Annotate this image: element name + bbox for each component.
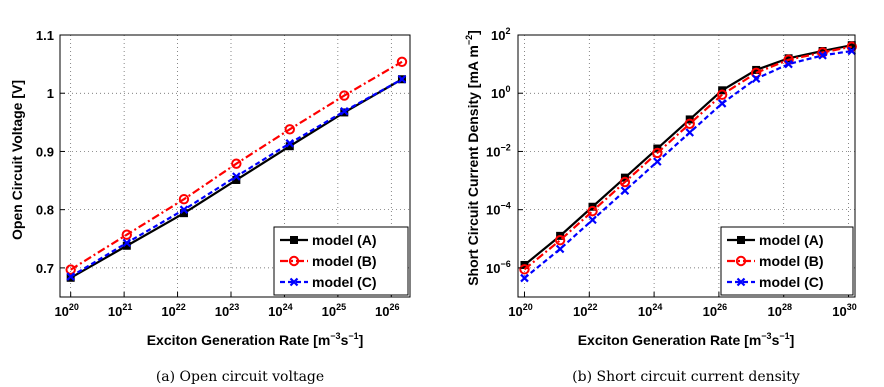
panel-b-data-point: [555, 244, 565, 254]
panel-a-x-tick-label: 1025: [322, 302, 346, 319]
panel-b-data-point: [619, 176, 631, 188]
panel-a-y-tick-label: 1.1: [36, 28, 54, 43]
panel-b-y-tick-label: 100: [491, 84, 510, 101]
panel-a-ticks: 1020 1021 1022 1023 1024 1025 1026 0.7 0.8 0.9 1 1.…: [36, 28, 400, 319]
panel-b-y-tick-label: 10−6: [486, 259, 511, 276]
panel-a-legend-label: model (B): [312, 253, 377, 269]
panel-a-data-point: [66, 272, 75, 281]
panel-b-y-axis-label: Short Circuit Current Density [mA m−2]: [464, 30, 481, 286]
panel-a-data-point: [232, 172, 241, 181]
panel-a-legend: model (A) model (B) model (C): [273, 226, 409, 296]
panel-a-caption: (a) Open circuit voltage: [156, 369, 324, 385]
panel-b-x-tick-label: 1026: [703, 302, 727, 319]
panel-a-x-tick-label: 1024: [268, 302, 292, 319]
panel-b-x-tick-label: 1020: [508, 302, 532, 319]
panel-b-data-point: [784, 59, 793, 69]
panel-b-data-point: [750, 67, 762, 79]
panel-a-data-point: [121, 229, 132, 240]
panel-a-x-tick-label: 1022: [161, 302, 185, 319]
panel-a-legend-marker: [289, 277, 299, 287]
panel-b-y-tick-label: 10−4: [486, 201, 511, 218]
panel-a-data-point: [285, 139, 295, 148]
panel-b-data-point: [588, 215, 597, 225]
panel-a-y-axis-label: Open Circuit Voltage [V]: [9, 80, 25, 240]
panel-b-legend-label: model (B): [759, 253, 824, 269]
panel-b-x-tick-label: 1030: [832, 302, 856, 319]
panel-b-ticks: 1020 1022 1024 1026 1028 1030 10−6 10−4 10−2 100 1…: [486, 26, 857, 319]
panel-a-data-point: [339, 90, 350, 101]
panel-b-x-tick-label: 1028: [767, 302, 791, 319]
panel-a-data-point: [178, 193, 190, 205]
panel-b-data-point: [519, 264, 530, 275]
panel-a-data-point: [122, 238, 132, 248]
panel-b-data-point: [847, 46, 857, 56]
panel-a-y-tick-label: 1: [47, 86, 54, 101]
panel-a-series: [65, 56, 408, 282]
panel-b-data-point: [653, 157, 662, 166]
panel-a-data-point: [397, 74, 407, 84]
panel-b-data-point: [685, 128, 695, 137]
panel-b-data-point: [652, 147, 663, 159]
panel-b-series-line-1: [523, 45, 852, 271]
panel-b-data-point: [554, 235, 566, 246]
panel-a-data-point: [231, 158, 242, 169]
panel-a-x-tick-label: 1020: [54, 302, 78, 319]
panel-b-data-point: [520, 273, 529, 283]
panel-a-data-point: [284, 124, 295, 135]
panel-b-x-axis-label: Exciton Generation Rate [m−3s−1]: [578, 331, 795, 348]
panel-a-data-point: [65, 264, 76, 275]
panel-b-axes-frame: [517, 34, 856, 298]
panel-b-x-tick-label: 1022: [573, 302, 597, 319]
panel-b-y-tick-label: 102: [491, 26, 510, 43]
panel-b-y-tick-label: 10−2: [486, 142, 511, 159]
panel-a-x-tick-label: 1026: [375, 302, 399, 319]
panel-a-data-point: [396, 56, 408, 67]
panel-b-data-point: [587, 205, 598, 217]
panel-b-legend-marker: [737, 236, 745, 244]
panel-b-legend-label: model (A): [759, 232, 824, 248]
panel-a-chart: 1020 1021 1022 1023 1024 1025 1026 0.7 0.8 0.9 1 1.…: [9, 28, 411, 385]
panel-a-legend-marker: [288, 255, 300, 267]
panel-b-legend-marker: [735, 255, 747, 267]
panel-b-data-point: [716, 89, 728, 100]
panel-a-x-tick-label: 1023: [215, 302, 239, 319]
panel-b-legend: model (A) model (B) model (C): [720, 226, 854, 296]
panel-a-y-tick-label: 0.9: [36, 144, 54, 159]
panel-b-data-point: [684, 118, 695, 129]
panel-b-legend-label: model (C): [759, 274, 824, 290]
panel-a-legend-marker: [290, 236, 298, 244]
panel-b-data-point: [620, 186, 630, 196]
panel-a-legend-label: model (A): [312, 232, 377, 248]
panel-b-caption: (b) Short circuit current density: [572, 369, 800, 385]
panel-a-x-axis-label: Exciton Generation Rate [m−3s−1]: [147, 331, 364, 348]
panel-a-x-tick-label: 1021: [108, 302, 132, 319]
panel-a-y-tick-label: 0.7: [36, 261, 54, 276]
panel-b-x-tick-label: 1024: [638, 302, 662, 319]
panel-a-data-point: [179, 205, 189, 214]
panel-b-legend-marker: [736, 277, 746, 287]
panel-a-data-point: [339, 106, 349, 116]
panel-b-series: [519, 41, 857, 283]
panel-b-data-point: [717, 99, 727, 108]
panel-a-axes-frame: [59, 34, 411, 298]
panel-a-y-tick-label: 0.8: [36, 203, 54, 218]
panel-a-series-line-1: [70, 60, 403, 271]
panel-b-data-point: [751, 74, 761, 83]
panel-b-chart: 1020 1022 1024 1026 1028 1030 10−6 10−4 10−2 100 1…: [464, 26, 857, 385]
panel-a-legend-label: model (C): [312, 274, 377, 290]
panel-b-data-point: [818, 51, 827, 60]
